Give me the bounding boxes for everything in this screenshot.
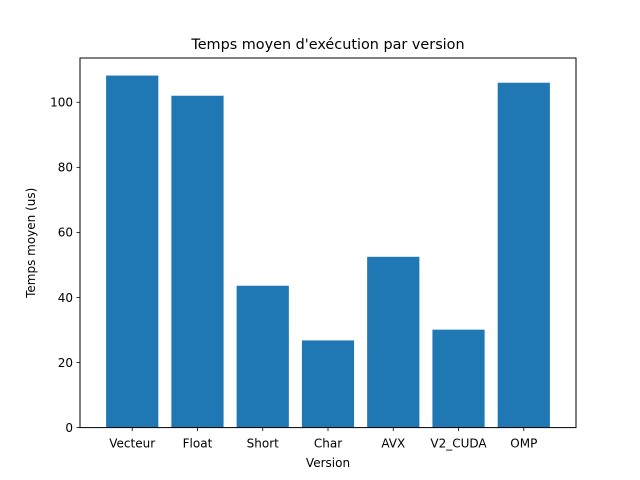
x-tick-label: V2_CUDA bbox=[430, 437, 487, 451]
y-tick-label: 80 bbox=[58, 161, 73, 175]
y-tick-label: 0 bbox=[65, 421, 73, 435]
bar-omp bbox=[497, 82, 550, 428]
x-tick-label: Short bbox=[247, 437, 279, 451]
bar-v2-cuda bbox=[432, 329, 485, 428]
y-axis: 0 20 40 60 80 100 bbox=[50, 96, 80, 435]
bar-float bbox=[171, 95, 224, 428]
x-tick-label: Char bbox=[314, 437, 342, 451]
bar-vecteur bbox=[106, 75, 159, 428]
y-axis-label: Temps moyen (us) bbox=[24, 188, 38, 299]
x-tick-label: Vecteur bbox=[109, 437, 155, 451]
x-tick-label: Float bbox=[183, 437, 213, 451]
bar-short bbox=[236, 285, 289, 428]
x-axis: Vecteur Float Short Char AVX V2_CUDA OMP bbox=[109, 427, 537, 451]
x-axis-label: Version bbox=[306, 456, 350, 470]
y-tick-label: 100 bbox=[50, 96, 73, 110]
x-tick-label: AVX bbox=[381, 437, 405, 451]
y-tick-label: 20 bbox=[58, 356, 73, 370]
bars bbox=[106, 75, 550, 428]
bar-avx bbox=[367, 256, 420, 428]
x-tick-label: OMP bbox=[510, 437, 537, 451]
y-tick-label: 40 bbox=[58, 291, 73, 305]
y-tick-label: 60 bbox=[58, 226, 73, 240]
bar-char bbox=[301, 340, 355, 428]
chart-title: Temps moyen d'exécution par version bbox=[190, 37, 464, 53]
